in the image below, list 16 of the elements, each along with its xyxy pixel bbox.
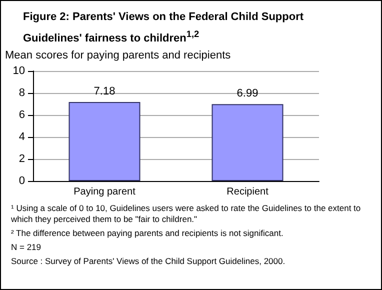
y-tick-label: 10 [12,65,25,77]
y-tick-label: 4 [18,131,25,143]
chart-title: Figure 2: Parents' Views on the Federal Child Support Guidelines' fairness to children$^{1,2}$ [22,10,305,45]
x-tick-label: Paying parent [74,186,136,198]
y-tick-label: 2 [18,153,25,165]
text: ¹ Using a scale of 0 to 10, Guidelines users were asked to rate the Guidelines to the extent to which they perceived them to be "fair to children." [11,203,362,225]
y-tick-label: 0 [18,175,25,187]
y-tick-label: 8 [18,87,25,99]
y-tick-label: 6 [18,109,25,121]
y-axis-title: Mean scores for paying parents and recipients [5,50,232,62]
text: N = 219 [11,242,42,253]
x-tick-label: Recipient [226,186,269,198]
source-note: Source : Survey of Parents' Views of the Child Support Guidelines, 2000. [11,256,286,267]
text: ² The difference between paying parents and recipients is not significant. [11,228,284,239]
data-label: 6.99 [236,88,258,100]
data-label: 7.18 [94,86,116,98]
